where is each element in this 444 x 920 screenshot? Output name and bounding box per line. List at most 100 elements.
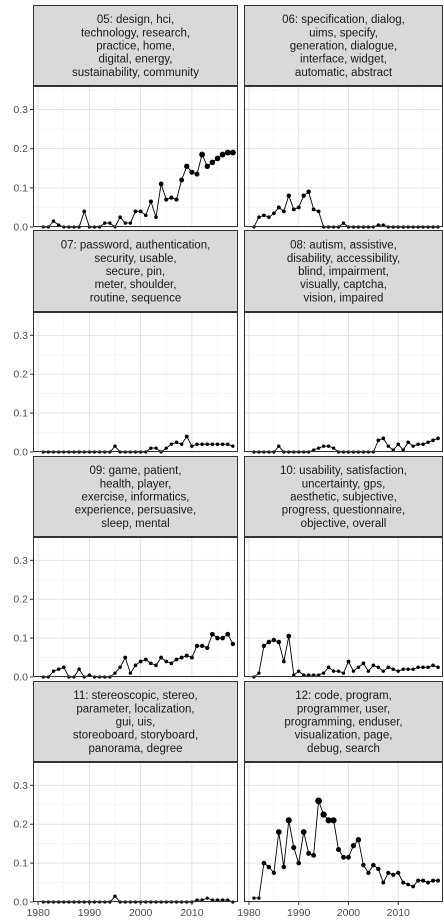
data-point [257, 896, 261, 900]
data-point [271, 637, 277, 643]
facet-strip-label-line: technology, research, [81, 27, 190, 39]
data-point [391, 448, 395, 452]
data-point [128, 221, 133, 225]
data-point [431, 438, 435, 443]
data-point [190, 444, 194, 448]
panel-border [244, 537, 443, 677]
data-point [194, 171, 200, 177]
data-point [149, 446, 153, 450]
data-point [311, 852, 317, 858]
facet-panel-12: 12: code, program,programmer, user, progr… [237, 681, 443, 919]
data-point [326, 665, 331, 670]
data-point [143, 213, 148, 218]
data-point [341, 854, 346, 860]
data-point [366, 669, 371, 673]
data-point [406, 882, 411, 887]
x-tick-label: 2010 [387, 907, 411, 919]
data-point [257, 215, 261, 219]
data-point [252, 896, 256, 900]
facet-strip-label-line: 10: usability, satisfaction, [280, 465, 407, 477]
data-point [371, 862, 376, 868]
facet-strip-label-line: parameter, localization, [76, 703, 194, 715]
data-point [302, 673, 306, 677]
y-tick-label: 0.0 [13, 447, 28, 459]
facet-strip-label-line: visualization, page, [295, 730, 393, 742]
data-point [133, 663, 138, 668]
data-point [321, 671, 326, 675]
x-tick-label: 1990 [78, 907, 102, 919]
facet-strip [33, 230, 238, 312]
data-point [143, 657, 148, 662]
data-point [297, 669, 301, 673]
facet-strip-label-line: 07: password, authentication, [61, 240, 211, 252]
data-point [307, 673, 311, 677]
y-tick-label: 0.2 [13, 594, 28, 606]
data-point [376, 438, 381, 443]
data-point [341, 221, 346, 225]
data-point [391, 872, 396, 877]
data-point [355, 837, 362, 843]
panel-border [33, 537, 238, 677]
data-point [381, 223, 385, 227]
data-point [350, 842, 357, 849]
data-point [210, 631, 215, 637]
data-point [61, 665, 66, 670]
y-tick-label: 0.3 [13, 104, 28, 116]
y-tick-label: 0.1 [13, 182, 28, 194]
data-point [406, 667, 410, 671]
facet-panel-8: 08: autism, assistive,disability, access… [244, 230, 443, 454]
data-point [421, 665, 425, 670]
data-point [346, 659, 351, 664]
data-point [331, 669, 336, 673]
facet-panel-11: 11: stereoscopic, stereo,parameter, loca… [13, 681, 238, 919]
data-point [281, 659, 286, 664]
data-point [214, 155, 221, 162]
data-point [113, 444, 117, 448]
data-point [376, 866, 381, 872]
y-tick-label: 0.0 [13, 222, 28, 234]
facet-strip-label-line: security, usable, [94, 253, 176, 265]
facet-panel-9: 09: game, patient,health, player, exercis… [13, 456, 238, 684]
data-point [381, 436, 386, 441]
data-point [205, 442, 209, 446]
data-point [285, 817, 292, 824]
data-point [411, 667, 415, 671]
facet-strip-label-line: experience, persuasive, [75, 505, 196, 517]
data-point [312, 448, 316, 452]
data-point [281, 864, 287, 870]
data-point [381, 669, 386, 673]
data-point [123, 221, 127, 225]
data-point [300, 829, 307, 835]
data-point [416, 878, 421, 883]
data-point [436, 665, 440, 670]
data-point [154, 446, 158, 450]
data-point [296, 860, 302, 866]
facet-strip-label-line: meter, shoulder, [95, 279, 177, 291]
data-point [296, 205, 301, 210]
data-point [257, 671, 261, 675]
facet-strip-label-line: interface, widget, [300, 54, 387, 66]
data-point [113, 894, 117, 898]
data-point [189, 169, 195, 175]
data-point [266, 639, 272, 645]
data-point [164, 446, 168, 450]
facet-panel-10: 10: usability, satisfaction,uncertainty,… [244, 456, 443, 679]
data-point [416, 665, 420, 670]
data-point [261, 643, 267, 649]
data-point [396, 442, 400, 446]
facet-strip-label-line: health, player, [100, 478, 172, 490]
data-point [321, 444, 326, 448]
data-point [346, 854, 351, 860]
y-tick-label: 0.3 [13, 330, 28, 342]
facet-strip-label-line: 06: specification, dialog, [282, 14, 405, 26]
data-point [194, 643, 200, 649]
data-point [411, 444, 415, 448]
data-point [311, 207, 316, 212]
data-point [215, 635, 220, 641]
data-point [174, 197, 179, 202]
facet-strip-label-line: digital, energy, [99, 54, 173, 66]
facet-strip-label-line: progress, questionnaire, [282, 505, 405, 517]
facet-strip-label-line: secure, pin, [106, 266, 165, 278]
y-tick-label: 0.2 [13, 143, 28, 155]
